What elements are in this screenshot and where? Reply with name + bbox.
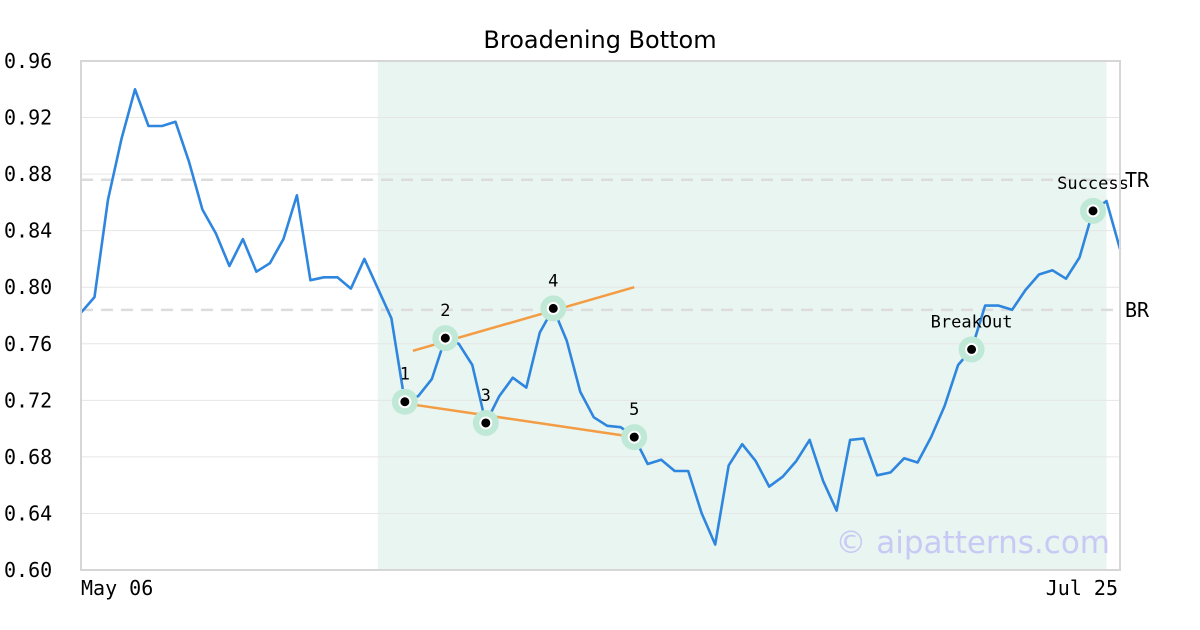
y-tick-label: 0.88 <box>4 162 52 186</box>
price-line <box>80 88 1122 546</box>
point-marker <box>546 301 560 315</box>
y-axis: 0.60 0.64 0.68 0.72 0.76 0.80 0.84 0.88 0.92 0.96 <box>4 49 52 582</box>
point-marker <box>1086 204 1100 218</box>
x-tick-label: May 06 <box>81 576 153 600</box>
point-label: 4 <box>548 271 558 291</box>
y-tick-label: 0.92 <box>4 106 52 130</box>
x-axis: May 06 Jul 25 <box>81 576 1118 600</box>
y-tick-label: 0.96 <box>4 49 52 73</box>
point-marker <box>438 331 452 345</box>
y-tick-label: 0.72 <box>4 388 52 412</box>
point-label: 3 <box>481 386 491 406</box>
y-tick-label: 0.80 <box>4 275 52 299</box>
point-label: BreakOut <box>931 312 1013 332</box>
point-marker <box>398 395 412 409</box>
level-label: BR <box>1125 298 1150 322</box>
point-marker <box>965 342 979 356</box>
point-marker <box>479 416 493 430</box>
point-marker <box>627 430 641 444</box>
point-label: 2 <box>440 301 450 321</box>
chart-title: Broadening Bottom <box>483 26 716 54</box>
watermark: © aipatterns.com <box>835 525 1110 561</box>
point-label: Success <box>1057 174 1129 194</box>
plot-frame <box>80 60 1121 571</box>
y-tick-label: 0.68 <box>4 445 52 469</box>
level-lines: TR BR <box>81 168 1150 322</box>
y-tick-label: 0.84 <box>4 219 52 243</box>
x-tick-label: Jul 25 <box>1046 576 1118 600</box>
y-tick-label: 0.76 <box>4 332 52 356</box>
point-label: 1 <box>400 365 410 385</box>
y-tick-label: 0.64 <box>4 501 52 525</box>
trend-line <box>412 403 635 439</box>
y-tick-label: 0.60 <box>4 558 52 582</box>
point-label: 5 <box>629 400 639 420</box>
level-label: TR <box>1125 168 1150 192</box>
pattern-points: 1 2 3 4 5 BreakOut Success <box>391 174 1129 451</box>
pattern-region <box>377 61 1107 570</box>
